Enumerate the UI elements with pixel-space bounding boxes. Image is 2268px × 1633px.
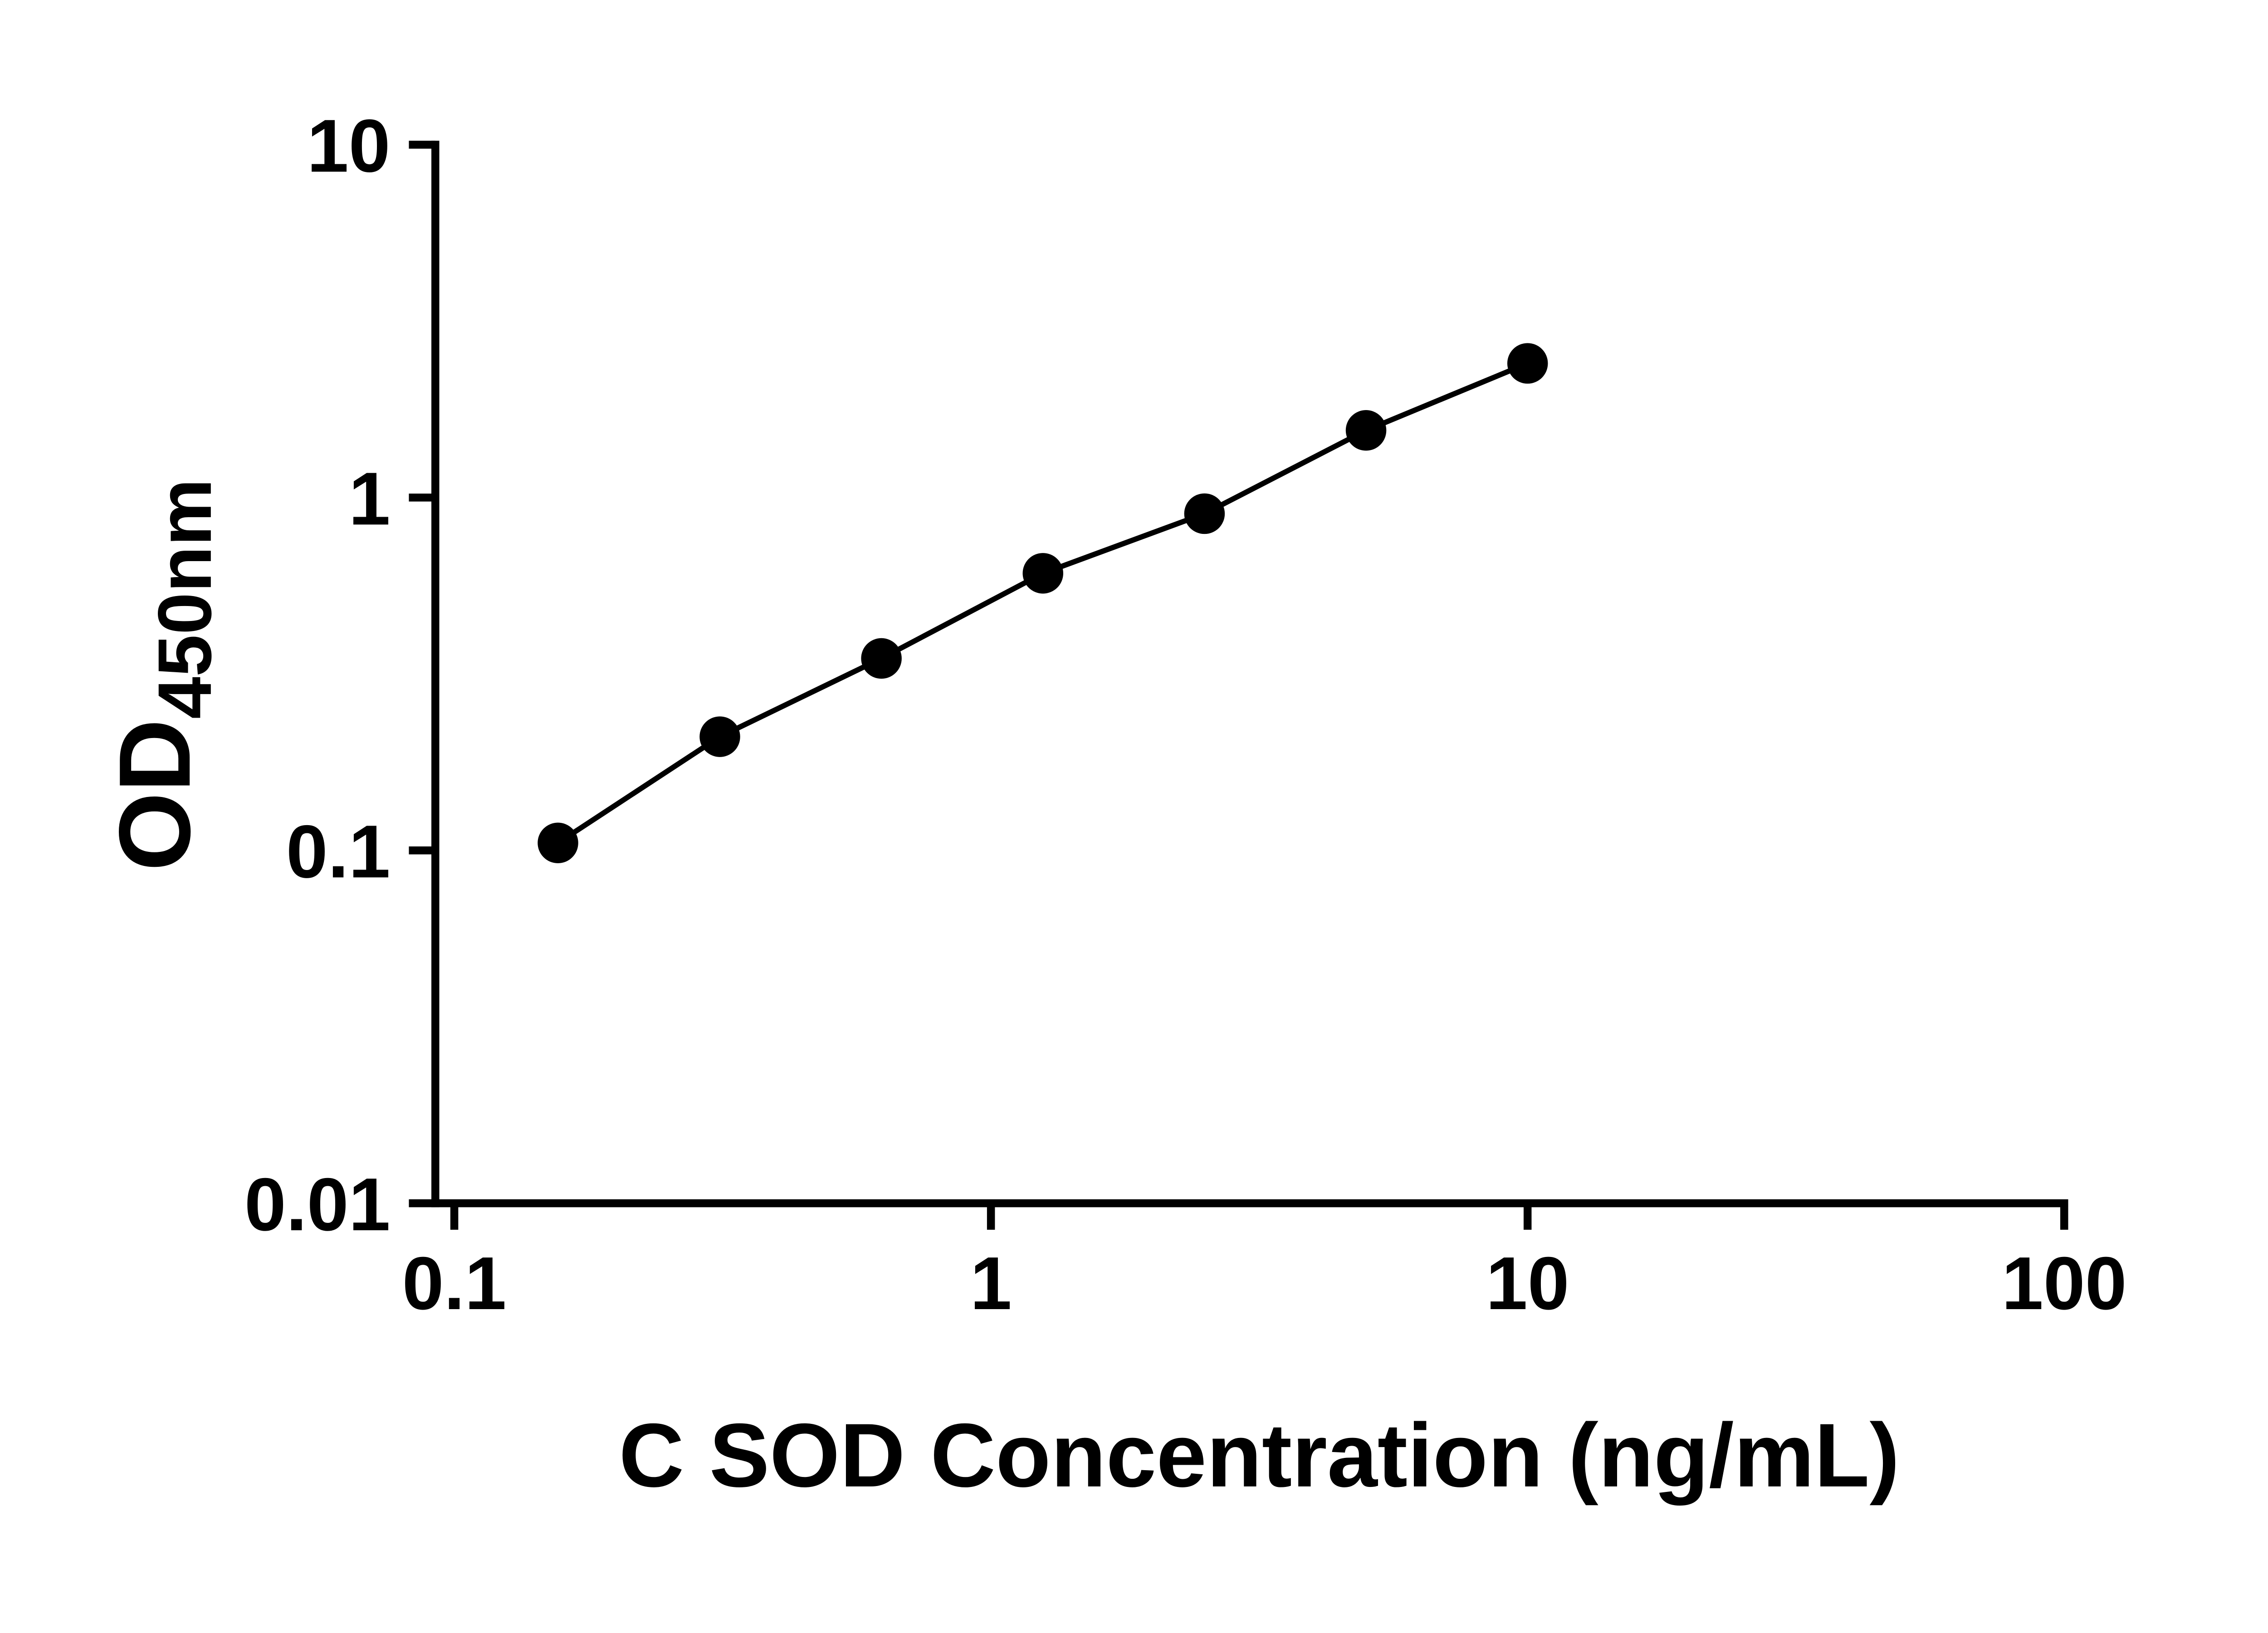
- data-point: [699, 716, 740, 757]
- data-point: [861, 638, 902, 679]
- x-tick-label: 100: [2002, 1242, 2127, 1325]
- data-point: [1184, 493, 1225, 534]
- x-axis-title: C SOD Concentration (ng/mL): [619, 1405, 1900, 1506]
- y-axis-title-main: OD: [98, 719, 211, 871]
- y-tick-label: 0.1: [286, 810, 391, 894]
- x-tick-label: 0.1: [402, 1242, 507, 1325]
- y-tick-label: 10: [307, 104, 391, 188]
- y-axis-title-subscript: 450nm: [143, 479, 227, 719]
- y-axis-title: OD450nm: [98, 479, 227, 871]
- y-tick-label: 1: [349, 457, 391, 541]
- y-tick-label: 0.01: [244, 1163, 391, 1247]
- data-point: [538, 822, 578, 864]
- elisa-standard-curve-figure: 0.01 0.1 1 10 0.1 1 10 100 C SOD Concentration (…: [0, 0, 2268, 1588]
- x-tick-label: 1: [970, 1242, 1012, 1325]
- chart-background: [0, 0, 2268, 1588]
- data-point: [1507, 343, 1548, 384]
- x-tick-label: 10: [1486, 1242, 1569, 1325]
- data-point: [1022, 553, 1064, 594]
- data-point: [1345, 410, 1387, 451]
